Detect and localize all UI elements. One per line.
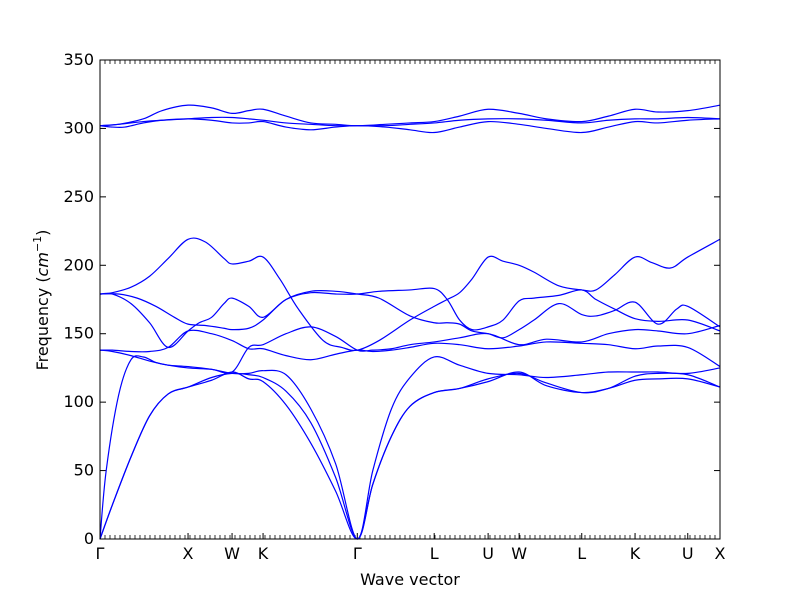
x-tick-label: U [482,544,494,563]
x-tick-label: L [430,544,439,563]
x-tick-label: K [630,544,641,563]
y-axis-title: Frequency (cm−1) [31,230,52,371]
phonon-branch-9 [99,118,721,134]
phonon-branch-10 [99,116,721,127]
phonon-branch-6 [99,287,721,349]
y-tick-label: 200 [63,255,94,274]
x-tick-label: K [258,544,269,563]
phonon-branch-5 [99,324,721,374]
phonon-branch-2 [99,372,721,540]
y-tick-label: 150 [63,324,94,343]
x-tick-label: Γ [96,544,105,563]
phonon-branch-7 [99,289,721,339]
x-tick-label: Γ [353,544,362,563]
x-axis-title: Wave vector [360,570,460,589]
phonon-branch-3 [99,355,721,540]
y-tick-label: 0 [84,529,94,548]
y-tick-label: 50 [74,461,94,480]
x-tick-label: X [715,544,726,563]
phonon-branch-1 [99,371,721,540]
y-tick-label: 100 [63,392,94,411]
x-tick-label: W [511,544,527,563]
phonon-branch-4 [99,329,721,368]
axis-ticks [99,59,721,540]
y-axis-title-close: ) [33,230,52,236]
y-tick-label: 250 [63,187,94,206]
y-axis-title-unit: cm [33,252,52,276]
x-tick-label: L [577,544,586,563]
x-tick-label: X [183,544,194,563]
phonon-branch-8 [99,237,721,352]
x-tick-label: W [224,544,240,563]
y-tick-label: 300 [63,118,94,137]
dispersion-curves [99,104,721,540]
y-tick-label: 350 [63,50,94,69]
y-axis-title-text: Frequency ( [33,276,52,370]
y-axis-title-exponent: −1 [31,236,44,252]
plot-frame [99,59,721,540]
x-tick-label: U [682,544,694,563]
phonon-branch-11 [99,104,721,127]
